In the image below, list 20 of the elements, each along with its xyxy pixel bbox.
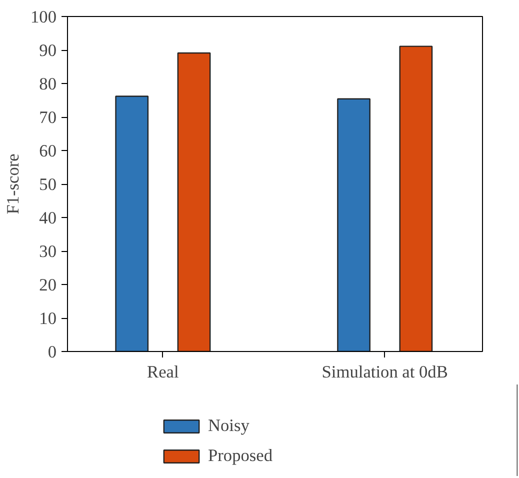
bar bbox=[177, 52, 211, 352]
y-tick-label: 40 bbox=[39, 208, 56, 228]
x-tick-label: Simulation at 0dB bbox=[322, 362, 448, 382]
y-tick-label: 30 bbox=[39, 242, 56, 261]
y-tick-label: 60 bbox=[39, 142, 56, 160]
y-tick-label: 50 bbox=[39, 175, 56, 194]
legend-label: Proposed bbox=[208, 446, 272, 466]
bar bbox=[115, 96, 149, 352]
y-tick-label: 0 bbox=[48, 342, 57, 362]
y-tick-label: 90 bbox=[39, 41, 56, 60]
legend-label: Noisy bbox=[208, 416, 250, 436]
y-tick-label: 70 bbox=[39, 108, 56, 127]
x-tick-label: Real bbox=[147, 362, 179, 382]
y-tick-label: 20 bbox=[39, 276, 56, 294]
y-tick-label: 100 bbox=[30, 8, 57, 26]
bar bbox=[399, 46, 433, 352]
y-axis-title: F1-score bbox=[4, 153, 23, 214]
y-tick-label: 10 bbox=[39, 309, 56, 328]
bar bbox=[337, 98, 370, 352]
y-tick-label: 80 bbox=[39, 74, 56, 94]
